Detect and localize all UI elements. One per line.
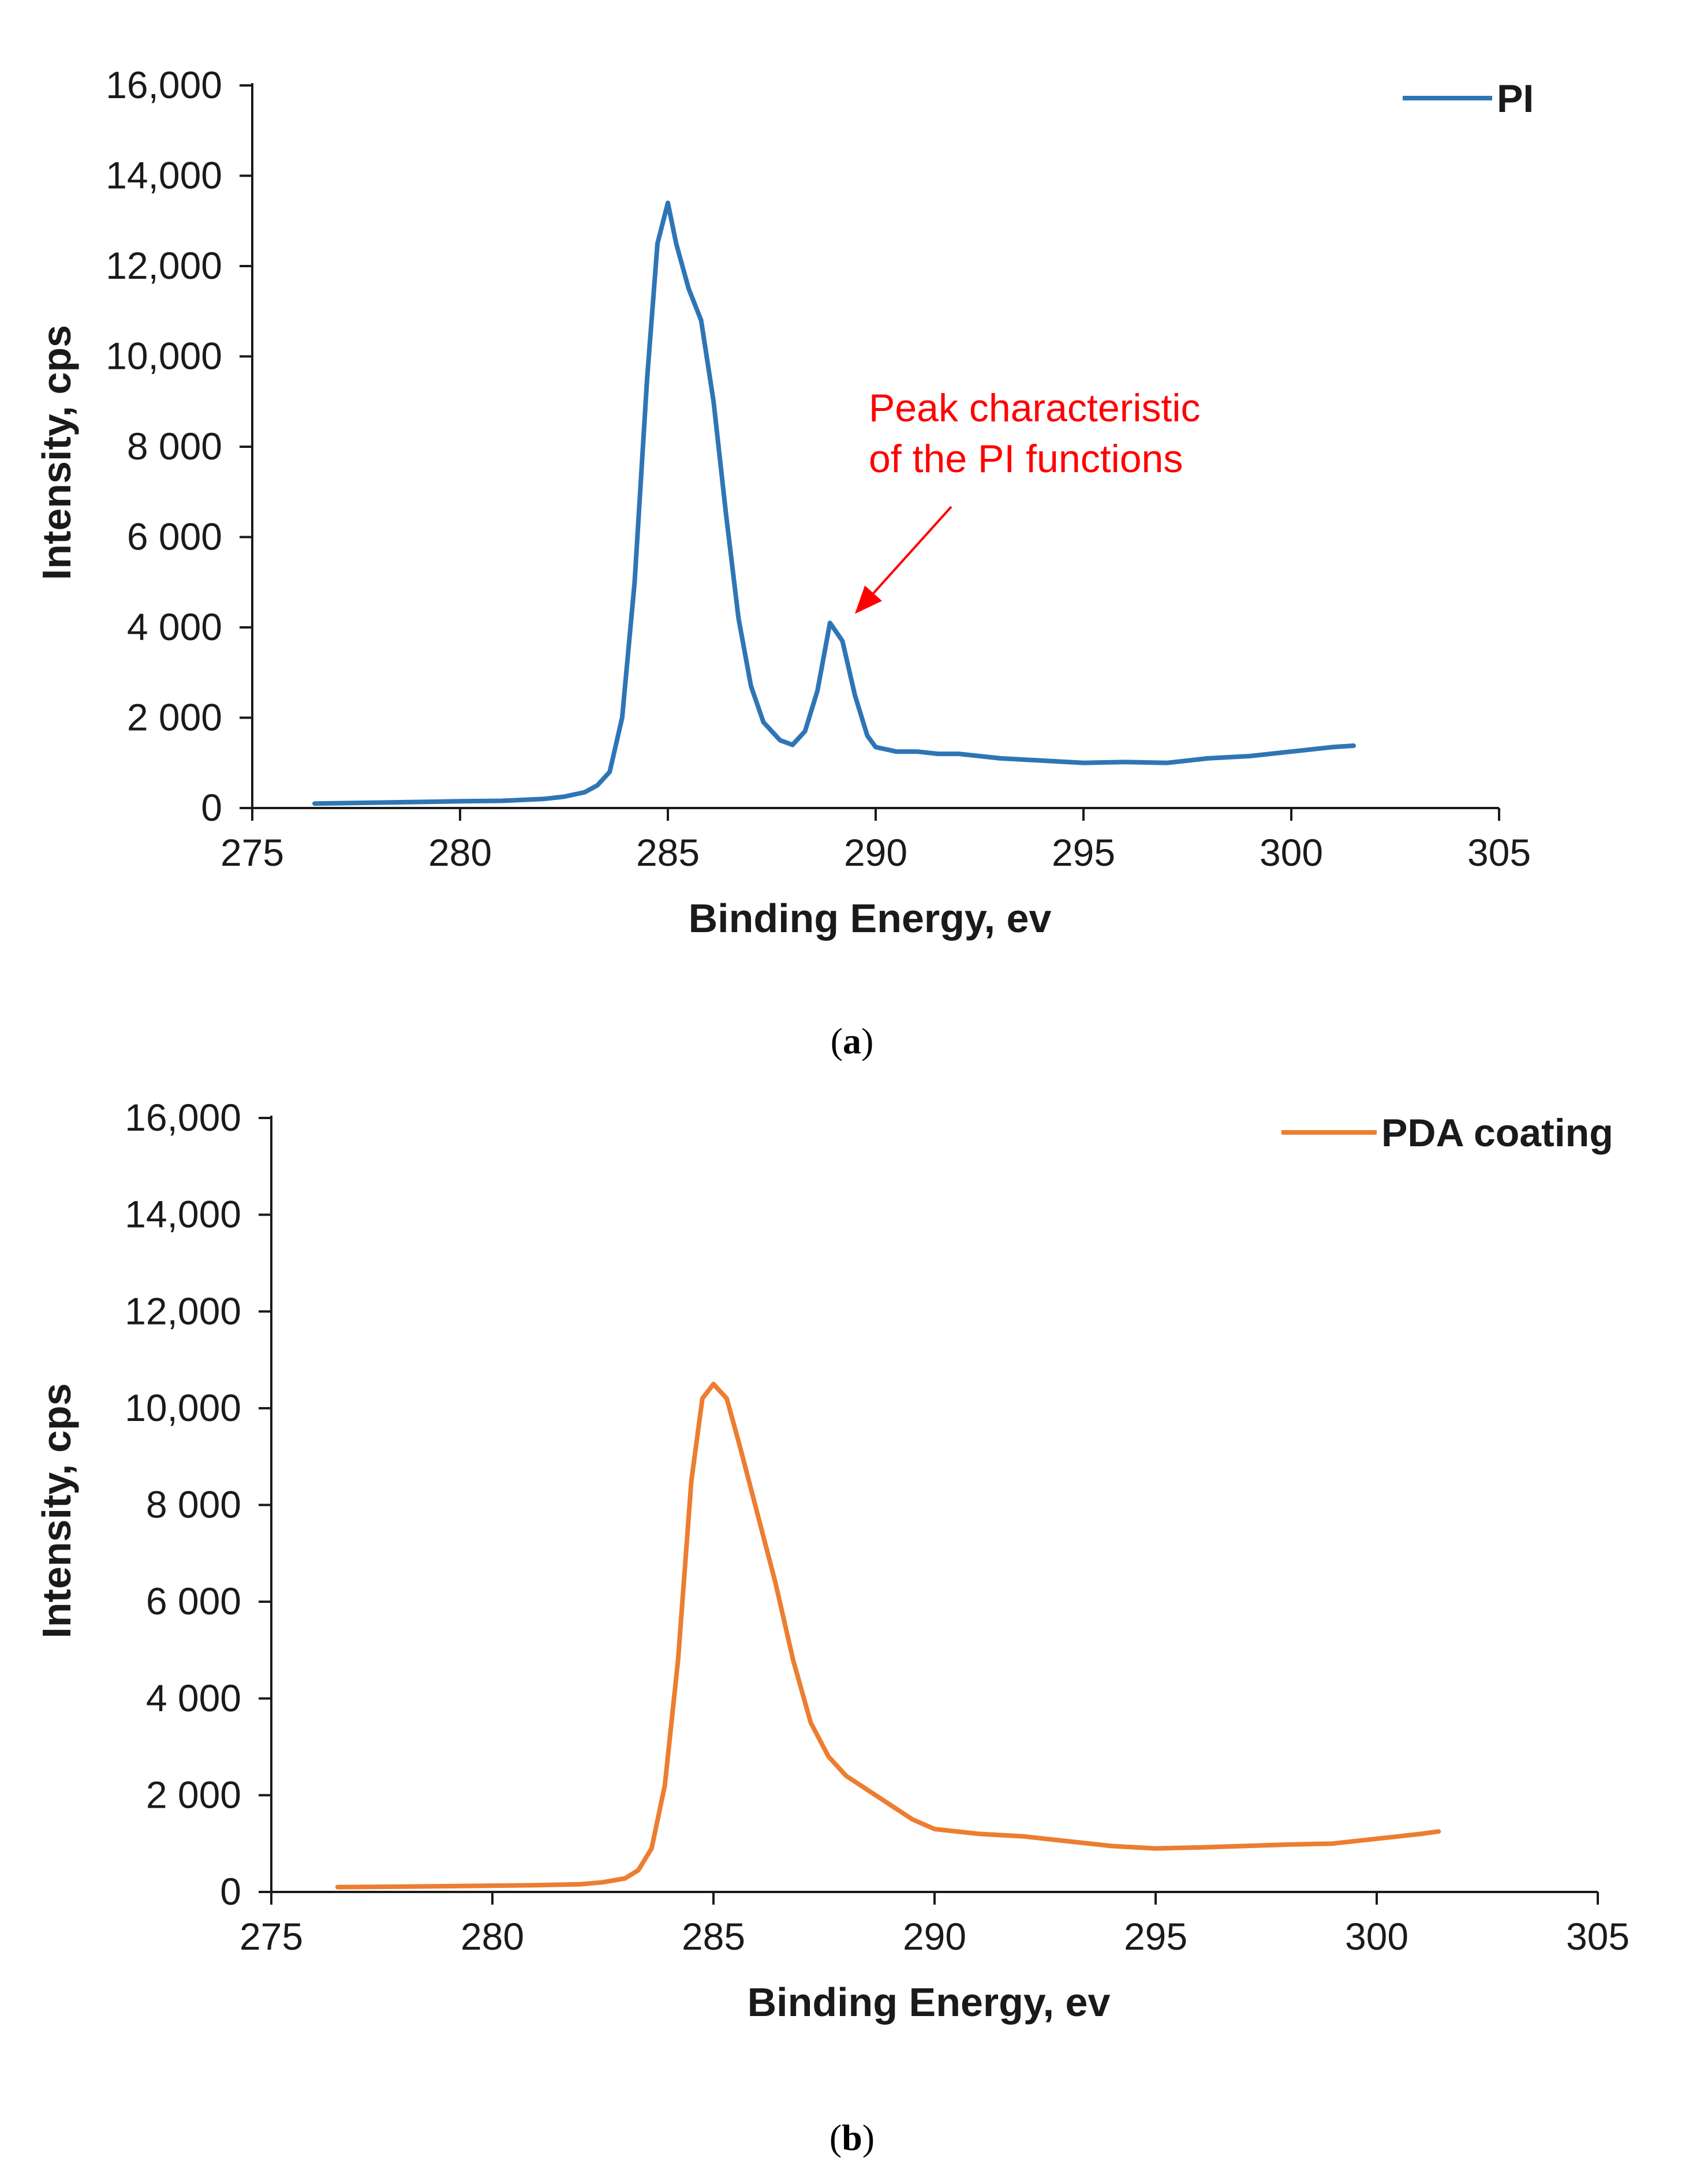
x-tick-label: 275 <box>221 831 284 874</box>
panel-caption: (a) <box>831 1020 874 1061</box>
legend-label: PDA coating <box>1381 1111 1613 1155</box>
x-tick-label: 285 <box>636 831 700 874</box>
x-axis-title: Binding Energy, ev <box>689 896 1052 941</box>
x-tick-label: 280 <box>428 831 492 874</box>
x-tick-label: 295 <box>1052 831 1115 874</box>
annotation-text: Peak characteristic <box>869 386 1200 430</box>
panel-caption: (b) <box>829 2117 875 2158</box>
y-tick-label: 4 000 <box>127 605 222 648</box>
x-tick-label: 290 <box>844 831 907 874</box>
x-tick-label: 305 <box>1467 831 1531 874</box>
x-tick-label: 280 <box>461 1915 524 1958</box>
y-tick-label: 6 000 <box>146 1580 241 1622</box>
y-tick-label: 8 000 <box>146 1483 241 1526</box>
y-tick-label: 12,000 <box>106 244 222 287</box>
legend-label: PI <box>1497 77 1534 121</box>
y-tick-label: 2 000 <box>127 696 222 739</box>
chart-b: 0 2 000 4 000 6 000 8 000 10,000 12,000 14,000 1… <box>34 1096 1630 2158</box>
y-tick-label: 14,000 <box>106 154 222 197</box>
series-line <box>335 1382 1441 1890</box>
y-tick-label: 16,000 <box>106 63 222 106</box>
y-tick-label: 6 000 <box>127 515 222 558</box>
x-tick-label: 285 <box>682 1915 745 1958</box>
annotation-arrow-head <box>855 585 882 614</box>
y-tick-label: 8 000 <box>127 425 222 468</box>
y-tick-label: 0 <box>201 786 222 829</box>
series-line <box>312 200 1356 806</box>
y-tick-label: 10,000 <box>125 1386 241 1429</box>
y-tick-label: 14,000 <box>125 1193 241 1236</box>
x-axis-title: Binding Energy, ev <box>748 1980 1111 2025</box>
y-tick-label: 12,000 <box>125 1289 241 1332</box>
y-tick-label: 16,000 <box>125 1096 241 1139</box>
x-tick-label: 295 <box>1124 1915 1187 1958</box>
annotation-text: of the PI functions <box>869 437 1183 481</box>
y-tick-label: 4 000 <box>146 1677 241 1719</box>
y-axis-title: Intensity, cps <box>34 1383 79 1638</box>
y-tick-label: 10,000 <box>106 335 222 377</box>
x-tick-label: 290 <box>903 1915 966 1958</box>
x-tick-label: 275 <box>240 1915 303 1958</box>
x-tick-label: 300 <box>1260 831 1323 874</box>
annotation-arrow-shaft <box>872 506 952 594</box>
x-tick-label: 305 <box>1566 1915 1630 1958</box>
chart-a: 0 2 000 4 000 6 000 8 000 10,000 12,000 14,000 1… <box>34 63 1534 1061</box>
y-tick-label: 0 <box>220 1870 241 1913</box>
y-tick-label: 2 000 <box>146 1773 241 1816</box>
x-tick-label: 300 <box>1345 1915 1408 1958</box>
y-axis-title: Intensity, cps <box>34 325 79 580</box>
